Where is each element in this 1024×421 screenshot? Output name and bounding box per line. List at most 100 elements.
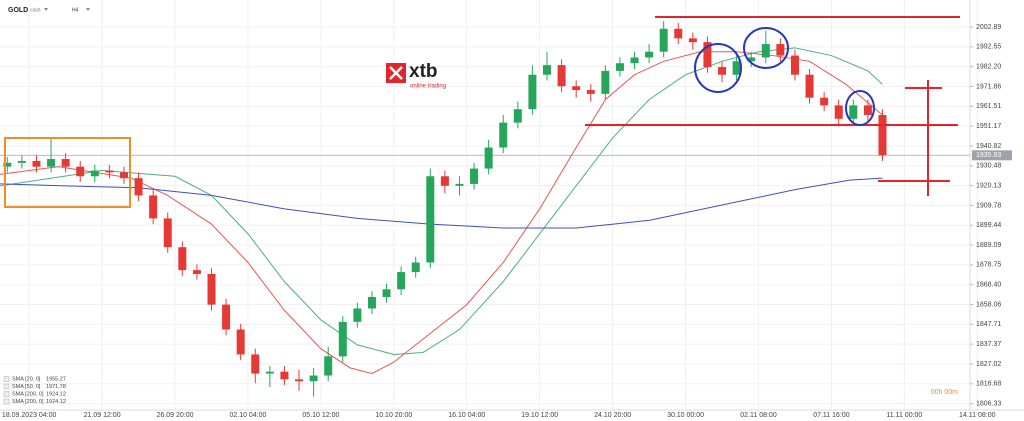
candle-body	[572, 86, 581, 91]
candle-body	[484, 147, 493, 169]
candle-body	[440, 176, 449, 186]
candle-body	[426, 176, 435, 263]
candle-body	[119, 172, 128, 179]
candle-body	[659, 28, 668, 52]
candle-body	[338, 321, 347, 357]
y-tick-label: 1992.55	[976, 44, 1001, 51]
legend-checkbox	[3, 383, 10, 390]
legend-value: 1971.78	[46, 384, 66, 390]
candle-body	[761, 44, 770, 58]
x-tick-label: 07.11 16:00	[813, 412, 850, 419]
candle-body	[134, 178, 143, 196]
dropdown-arrow[interactable]	[86, 8, 90, 11]
candle-body	[3, 162, 12, 167]
y-tick-label: 1951.17	[976, 123, 1001, 130]
dropdown-arrow[interactable]	[44, 8, 48, 11]
candle-body	[47, 159, 56, 167]
candle-body	[718, 67, 727, 75]
candle-body	[615, 63, 624, 71]
candle-body	[455, 183, 464, 186]
candle-body	[178, 247, 187, 271]
y-tick-label: 1920.13	[976, 182, 1001, 189]
y-tick-label: 1909.78	[976, 202, 1001, 209]
candle-body	[382, 289, 391, 297]
axes: 2002.89 1992.55 1982.20 1971.86 1961.51 1951.…	[2, 24, 1012, 419]
range-box	[4, 137, 131, 208]
x-tick-label: 11.11 00:00	[886, 412, 922, 419]
x-tick-label: 14.11 08:00	[959, 412, 996, 419]
candle-body	[688, 38, 697, 43]
y-tick-label: 1930.48	[976, 163, 1001, 170]
candle-body	[32, 160, 41, 167]
candle-body	[149, 195, 158, 219]
legend-name: SMA [20, 0]	[12, 376, 41, 382]
candle-body	[295, 379, 304, 382]
y-tick-label: 1816.68	[976, 381, 1001, 388]
candle-body	[222, 304, 231, 330]
candle-body	[849, 105, 858, 119]
candle-body	[353, 308, 362, 322]
x-tick-label: 30.10 00:00	[667, 412, 704, 419]
symbol[interactable]: GOLD	[8, 7, 28, 14]
current-price-box	[972, 150, 1012, 161]
candle-body	[645, 51, 654, 58]
candle-body	[17, 160, 26, 163]
x-tick-label: 21.09 12:00	[84, 412, 121, 419]
x-tick-label: 02.11 08:00	[740, 412, 777, 419]
x-tick-label: 26.09 20:00	[157, 412, 194, 419]
candle-body	[542, 65, 551, 75]
candle-body	[586, 90, 595, 94]
y-tick-label: 1827.02	[976, 361, 1001, 368]
legend-value: 1955.27	[46, 376, 66, 382]
x-tick-label: 18.09.2023 04:00	[2, 412, 57, 419]
x-tick-label: 05.10 12:00	[302, 412, 339, 419]
y-tick-label: 1806.33	[976, 400, 1001, 407]
candle-body	[265, 371, 274, 374]
shoulder-circle	[845, 90, 875, 126]
candle-body	[105, 170, 114, 173]
candle-body	[367, 296, 376, 309]
candles	[3, 21, 887, 397]
y-tick-label: 1858.06	[976, 301, 1001, 308]
legend-name: SMA [200, 0]	[12, 391, 44, 397]
countdown: 00h 00m	[931, 389, 958, 396]
y-tick-label: 1899.44	[976, 222, 1001, 229]
candle-body	[411, 262, 420, 273]
y-tick-label: 1878.75	[976, 262, 1001, 269]
candle-body	[674, 28, 683, 39]
legend-name: SMA [200, 0]	[12, 399, 44, 405]
grid	[0, 0, 978, 410]
sma-line	[0, 177, 883, 229]
indicator-lines	[0, 47, 883, 375]
candle-body	[163, 218, 172, 248]
candle-body	[863, 105, 872, 115]
y-tick-label: 1868.40	[976, 282, 1001, 289]
y-tick-label: 1889.09	[976, 242, 1001, 249]
logo-tagline: online trading	[410, 84, 446, 90]
legend-checkbox	[3, 398, 10, 405]
shoulder-circle	[694, 43, 742, 93]
candle-body	[805, 74, 814, 98]
candle-body	[499, 122, 508, 148]
timeframe[interactable]: H4	[72, 7, 79, 13]
x-tick-label: 10.10 20:00	[375, 412, 412, 419]
candle-body	[790, 55, 799, 75]
legend-checkbox	[3, 391, 10, 397]
legend-value: 1924.12	[46, 399, 66, 405]
candle-body	[513, 109, 522, 123]
logo-x	[389, 66, 403, 80]
x-tick-label: 16.10 04:00	[448, 412, 485, 419]
x-tick-label: 19.10 12:00	[521, 412, 558, 419]
head-circle	[743, 27, 789, 69]
candle-body	[820, 97, 829, 106]
candle-body	[601, 70, 610, 94]
y-tick-label: 1847.71	[976, 321, 1001, 328]
candle-body	[528, 74, 537, 110]
candle-body	[470, 168, 479, 184]
candle-body	[747, 57, 756, 62]
y-tick-label: 1837.37	[976, 341, 1001, 348]
symbol-type: cash	[30, 7, 41, 13]
